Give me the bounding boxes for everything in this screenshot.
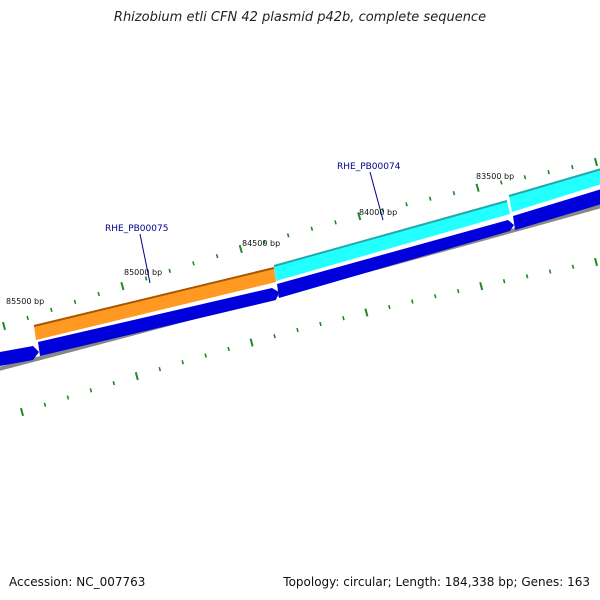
tick-mark — [434, 294, 437, 299]
tick-mark — [20, 407, 24, 417]
tick-mark — [1, 321, 7, 331]
gene-segment-right[interactable] — [509, 168, 600, 212]
tick-mark — [334, 220, 337, 225]
gene-label-leader — [369, 171, 384, 221]
cds-segment-3[interactable] — [277, 220, 514, 298]
gene-label-rhe-pb00074[interactable]: RHE_PB00074 — [337, 162, 401, 172]
cds-track — [0, 188, 600, 366]
tick-mark — [158, 367, 162, 372]
tick-mark — [381, 208, 385, 213]
tick-mark — [452, 191, 456, 196]
tick-mark — [134, 371, 139, 381]
tick-mark — [342, 316, 345, 321]
tick-mark — [571, 264, 575, 269]
tick-mark — [523, 175, 527, 180]
position-label: 85000 bp — [124, 268, 162, 277]
tick-mark — [525, 274, 529, 279]
tick-mark — [475, 183, 480, 192]
inner-tick-ring — [20, 257, 598, 417]
position-label: 84000 bp — [359, 208, 397, 217]
tick-mark — [594, 257, 598, 267]
tick-mark — [286, 233, 290, 238]
tick-mark — [273, 334, 276, 339]
tick-mark — [192, 261, 195, 266]
tick-mark — [405, 202, 408, 207]
tick-mark — [296, 327, 299, 333]
tick-mark — [97, 291, 101, 297]
position-label: 84500 bp — [242, 239, 280, 248]
tick-mark — [548, 269, 552, 274]
cds-segment-4[interactable] — [513, 188, 600, 230]
tick-mark — [249, 338, 254, 347]
position-label: 85500 bp — [6, 297, 44, 306]
tick-mark — [50, 307, 53, 313]
gene-rhe-pb00075-edge — [33, 267, 275, 327]
tick-mark — [571, 164, 574, 170]
gene-rhe-pb00074-edge — [273, 200, 508, 267]
tick-mark — [456, 289, 460, 294]
tick-mark — [26, 315, 29, 321]
gene-label-rhe-pb00075[interactable]: RHE_PB00075 — [105, 224, 168, 234]
tick-mark — [66, 395, 70, 400]
tick-mark — [479, 281, 484, 291]
cds-segment-1[interactable] — [0, 346, 39, 366]
summary-text: Topology: circular; Length: 184,338 bp; … — [283, 575, 590, 589]
tick-mark — [73, 299, 77, 305]
tick-mark — [89, 388, 93, 393]
tick-mark — [227, 346, 230, 352]
gene-track — [33, 168, 600, 340]
tick-mark — [593, 157, 599, 167]
tick-mark — [168, 268, 172, 273]
tick-mark — [411, 299, 414, 304]
accession-text: Accession: NC_007763 — [9, 575, 146, 589]
gene-label-leader — [139, 233, 151, 284]
gene-segment-right-edge — [508, 168, 600, 197]
gene-labels: RHE_PB00075 RHE_PB00074 — [105, 162, 401, 284]
tick-mark — [263, 239, 266, 245]
tick-mark — [215, 253, 219, 259]
tick-mark — [310, 226, 314, 231]
tick-mark — [388, 304, 391, 310]
position-label: 83500 bp — [476, 172, 514, 181]
cds-segment-2[interactable] — [38, 288, 279, 356]
outer-tick-ring — [1, 157, 599, 331]
tick-mark — [112, 381, 116, 386]
tick-mark — [238, 244, 243, 254]
tick-mark — [357, 212, 362, 221]
tick-mark — [181, 360, 184, 365]
tick-mark — [364, 308, 369, 317]
tick-mark — [43, 402, 47, 407]
tick-mark — [204, 353, 207, 358]
gene-rhe-pb00075[interactable] — [34, 268, 276, 340]
tick-mark — [319, 321, 322, 327]
tick-mark — [547, 169, 550, 175]
tick-mark — [428, 196, 432, 201]
tick-mark — [502, 279, 506, 284]
tick-mark — [144, 276, 148, 281]
map-title: Rhizobium etli CFN 42 plasmid p42b, comp… — [113, 10, 487, 25]
tick-mark — [499, 180, 503, 185]
gene-rhe-pb00074[interactable] — [274, 201, 510, 281]
position-labels: 85500 bp 85000 bp 84500 bp 84000 bp 8350… — [6, 172, 514, 306]
tick-mark — [120, 282, 125, 291]
